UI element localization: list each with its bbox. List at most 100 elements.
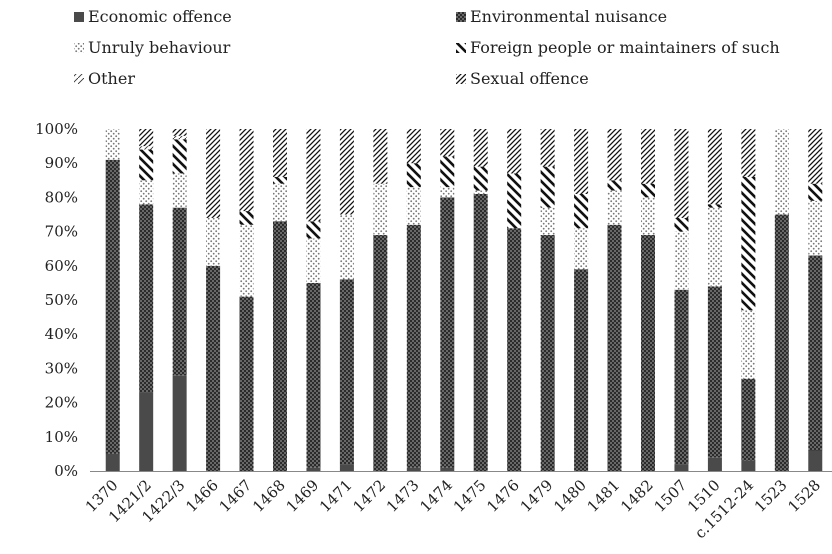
- bar-stack-1473: [406, 129, 421, 471]
- bar-stack-c-1512-24: [741, 129, 756, 471]
- bar-segment-economic-offence: [808, 450, 823, 471]
- x-tick-label: 1467: [216, 476, 256, 516]
- bar-segment-unruly-behaviour: [440, 187, 455, 198]
- legend-label-environmental-nuisance: Environmental nuisance: [470, 7, 667, 26]
- bar-segment-environmental-nuisance: [406, 224, 421, 468]
- x-tick-label: 1528: [784, 476, 824, 516]
- bar-segment-sexual-offence: [808, 129, 823, 184]
- bar-stack-1480: [574, 129, 589, 471]
- bar-segment-environmental-nuisance: [206, 265, 221, 471]
- chart-legend: Economic offence Environmental nuisance Un…: [74, 7, 780, 88]
- bar-segment-foreign-people-or-maintainers-of-such: [139, 149, 154, 181]
- x-tick-label: 1473: [383, 476, 423, 516]
- bar-segment-unruly-behaviour: [273, 183, 287, 222]
- bar-segment-environmental-nuisance: [641, 235, 655, 471]
- bar-segment-unruly-behaviour: [339, 214, 354, 280]
- bar-stack-1507: [674, 129, 689, 471]
- bar-segment-foreign-people-or-maintainers-of-such: [172, 139, 187, 174]
- bar-segment-sexual-offence: [607, 129, 622, 181]
- bar-segment-sexual-offence: [172, 129, 187, 136]
- bar-segment-environmental-nuisance: [674, 289, 689, 465]
- bar-stack-1510: [707, 129, 722, 471]
- x-tick-label: 1480: [550, 476, 590, 516]
- bar-segment-sexual-offence: [273, 129, 287, 177]
- x-axis: 13701421/21422/3146614671468146914711472…: [82, 471, 832, 542]
- legend-label-unruly-behaviour: Unruly behaviour: [88, 38, 231, 57]
- bar-segment-unruly-behaviour: [808, 200, 823, 256]
- bar-segment-economic-offence: [440, 467, 455, 471]
- legend-label-other: Other: [88, 69, 135, 88]
- bar-segment-economic-offence: [741, 460, 756, 471]
- y-tick-label: 60%: [45, 257, 78, 275]
- y-tick-label: 0%: [54, 462, 78, 480]
- y-tick-label: 70%: [45, 223, 78, 241]
- legend-swatch-economic-offence: [74, 12, 84, 22]
- bar-segment-sexual-offence: [674, 129, 689, 218]
- bar-segment-economic-offence: [172, 375, 187, 471]
- bar-segment-foreign-people-or-maintainers-of-such: [440, 156, 455, 188]
- x-tick-label: 1507: [651, 476, 691, 516]
- bar-segment-unruly-behaviour: [774, 129, 789, 215]
- legend-swatch-other: [74, 74, 84, 84]
- x-tick-label: 1466: [182, 476, 222, 516]
- bar-segment-unruly-behaviour: [172, 173, 187, 208]
- bar-segment-foreign-people-or-maintainers-of-such: [540, 166, 555, 208]
- bar-stack-1479: [540, 129, 555, 471]
- x-tick-label: 1481: [584, 476, 624, 516]
- x-tick-label: 1471: [316, 476, 356, 516]
- bar-segment-sexual-offence: [641, 129, 655, 184]
- bar-stack-1476: [507, 129, 522, 471]
- bar-segment-sexual-offence: [373, 129, 388, 184]
- bar-segment-economic-offence: [306, 467, 321, 471]
- bar-segment-foreign-people-or-maintainers-of-such: [707, 204, 722, 208]
- bar-segment-unruly-behaviour: [741, 310, 756, 379]
- bar-segment-economic-offence: [674, 464, 689, 471]
- bar-stack-1370: [105, 129, 120, 471]
- bar-segment-sexual-offence: [574, 129, 589, 194]
- bar-segment-sexual-offence: [306, 129, 321, 222]
- legend-item-sexual-offence: Sexual offence: [456, 69, 589, 88]
- legend-swatch-foreign-people-or-maintainers-of-such: [456, 43, 466, 53]
- bar-stack-1482: [641, 129, 655, 471]
- bar-segment-environmental-nuisance: [139, 204, 154, 393]
- bar-segment-economic-offence: [707, 457, 722, 471]
- bar-segment-foreign-people-or-maintainers-of-such: [306, 221, 321, 239]
- bar-segment-sexual-offence: [440, 129, 455, 157]
- bar-segment-environmental-nuisance: [473, 193, 488, 472]
- bar-segment-unruly-behaviour: [540, 207, 555, 236]
- legend-item-foreign-people-or-maintainers-of-such: Foreign people or maintainers of such: [456, 38, 780, 57]
- bar-segment-sexual-offence: [741, 129, 756, 177]
- legend-swatch-unruly-behaviour: [74, 43, 84, 53]
- y-tick-label: 80%: [45, 188, 78, 206]
- bar-segment-foreign-people-or-maintainers-of-such: [674, 217, 689, 232]
- bar-stack-1523: [774, 129, 789, 471]
- bar-segment-unruly-behaviour: [373, 183, 388, 236]
- bar-segment-foreign-people-or-maintainers-of-such: [473, 166, 488, 191]
- bar-segment-environmental-nuisance: [273, 221, 287, 471]
- bar-segment-environmental-nuisance: [507, 228, 522, 471]
- bar-segment-sexual-offence: [239, 129, 254, 212]
- bar-segment-unruly-behaviour: [406, 187, 421, 225]
- bar-segment-unruly-behaviour: [105, 129, 120, 160]
- x-tick-label: 1523: [751, 476, 791, 516]
- x-tick-label: 1482: [617, 476, 657, 516]
- bar-segment-environmental-nuisance: [774, 214, 789, 471]
- y-tick-label: 20%: [45, 394, 78, 412]
- y-tick-label: 40%: [45, 325, 78, 343]
- y-axis: 0% 10% 20% 30% 40% 50% 60% 70% 80% 90% 100%: [35, 120, 78, 480]
- bar-segment-economic-offence: [339, 464, 354, 471]
- bar-segment-economic-offence: [406, 467, 421, 471]
- y-tick-label: 10%: [45, 428, 78, 446]
- bar-segment-unruly-behaviour: [473, 190, 488, 194]
- bar-stack-1469: [306, 129, 321, 471]
- legend-label-sexual-offence: Sexual offence: [470, 69, 589, 88]
- bar-segment-foreign-people-or-maintainers-of-such: [507, 173, 522, 229]
- x-tick-label: 1469: [283, 476, 323, 516]
- bar-segment-environmental-nuisance: [707, 286, 722, 458]
- bar-segment-environmental-nuisance: [105, 159, 120, 454]
- bar-stack-1421-2: [139, 129, 154, 471]
- legend-item-environmental-nuisance: Environmental nuisance: [456, 7, 667, 26]
- x-tick-label: 1479: [517, 476, 557, 516]
- y-tick-label: 30%: [45, 359, 78, 377]
